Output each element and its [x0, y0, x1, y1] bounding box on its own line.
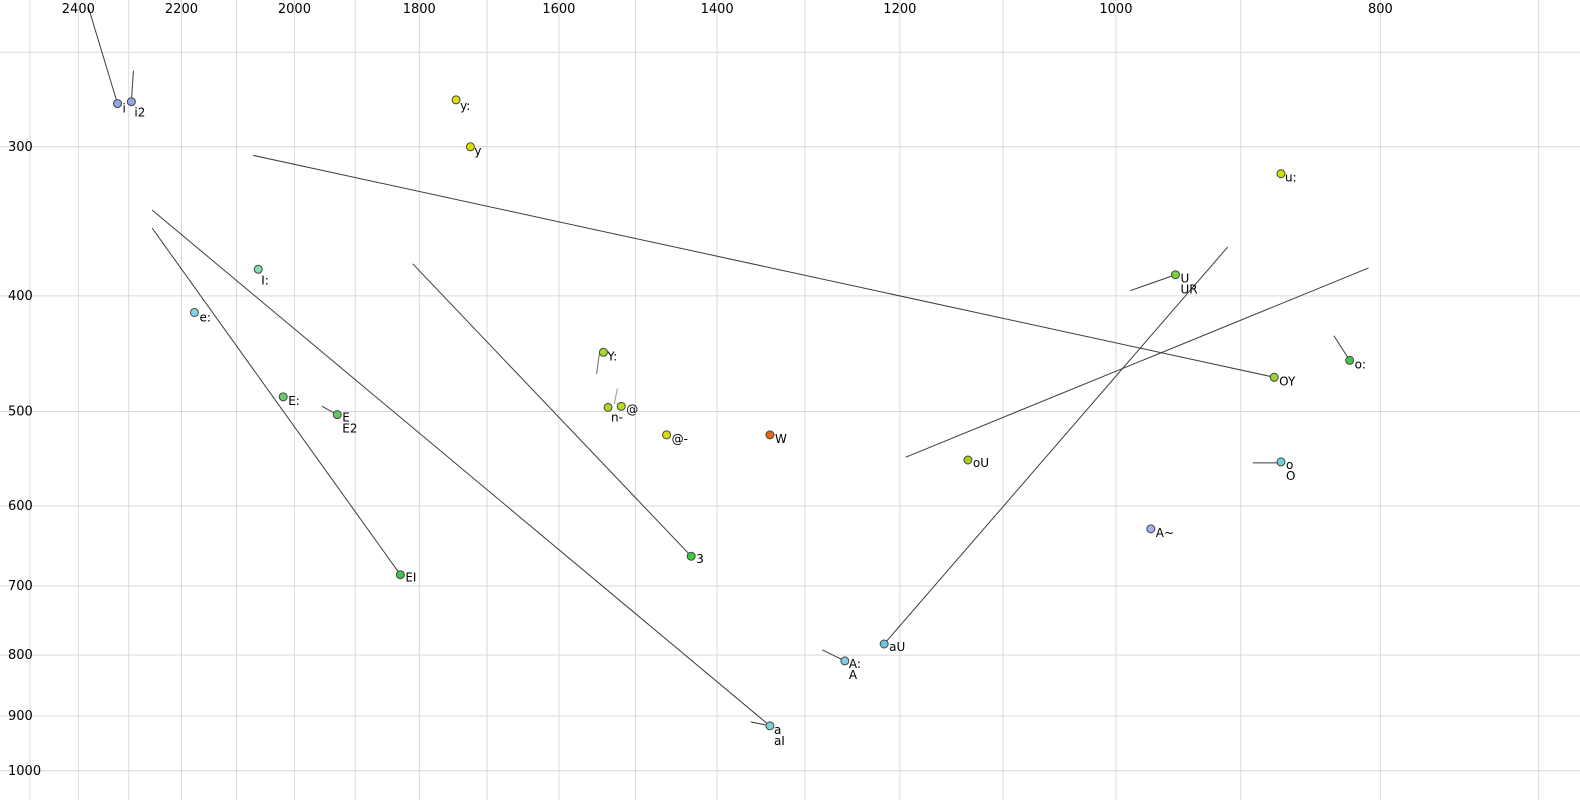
axis-tick-labels-layer: 2400 2200 2000 1800 1600 1400 1200 1000 800 300 40…	[8, 2, 1393, 779]
vowel-point-label: o	[1286, 458, 1293, 472]
trajectory-line	[883, 246, 1229, 645]
vowel-point-label: A~	[1156, 526, 1174, 540]
x-tick-label: 1000	[1099, 2, 1132, 17]
x-tick-label: 1600	[542, 2, 575, 17]
trajectory-line	[1130, 274, 1176, 292]
vowel-point-label: Y:	[606, 349, 617, 363]
vowel-point-label: aU	[889, 640, 905, 654]
vowel-point-label: a	[774, 723, 781, 737]
y-tick-label: 500	[8, 405, 33, 420]
trajectory-line	[151, 227, 401, 575]
x-tick-label: 2000	[278, 2, 311, 17]
vowel-point-label: 3	[696, 552, 704, 566]
vowel-point-label: oU	[973, 456, 989, 470]
vowel-point-E[interactable]	[332, 410, 342, 420]
vowel-point-label: I:	[261, 273, 269, 287]
x-tick-label: 800	[1368, 2, 1393, 17]
vowel-point-y:[interactable]	[451, 95, 461, 105]
vowel-point-label: y	[474, 144, 481, 158]
vowel-point-OY[interactable]	[1269, 372, 1279, 382]
vowel-point-3[interactable]	[686, 551, 696, 561]
vowel-point-U[interactable]	[1170, 270, 1180, 280]
vowel-point-e:[interactable]	[189, 307, 199, 317]
vowel-point-label: EI	[405, 571, 416, 585]
y-tick-label: 400	[8, 289, 33, 304]
y-tick-label: 1000	[8, 764, 41, 779]
y-tick-label: 800	[8, 648, 33, 663]
vowel-point-A~[interactable]	[1146, 524, 1156, 534]
x-tick-label: 1400	[701, 2, 734, 17]
vowel-point-label: @	[626, 402, 638, 416]
vowel-point-label: U	[1180, 272, 1189, 286]
trajectory-line	[412, 263, 692, 557]
vowel-point-label: i	[122, 102, 125, 116]
vowel-point-u:[interactable]	[1276, 169, 1286, 179]
x-tick-label: 1200	[883, 2, 916, 17]
trajectory-line	[905, 267, 1369, 458]
x-tick-label: 2200	[165, 2, 198, 17]
vowel-point-label: u:	[1285, 171, 1297, 185]
vowel-point-label: y:	[460, 99, 470, 113]
vowel-point-label: i2	[134, 106, 145, 120]
trajectory-line	[613, 388, 618, 405]
trajectory-line	[252, 154, 1275, 378]
vowel-point-o[interactable]	[1276, 457, 1286, 467]
vowel-point-I:[interactable]	[253, 264, 263, 274]
vowel-point-label: o:	[1355, 357, 1366, 371]
trajectory-line	[87, 6, 118, 104]
vowel-point-label: E	[342, 411, 350, 425]
vowel-point-i[interactable]	[112, 99, 122, 109]
vowel-point-@[interactable]	[616, 401, 626, 411]
vowel-point-E:[interactable]	[278, 392, 288, 402]
vowel-point-label: A:	[849, 657, 861, 671]
vowel-point-label: O	[1286, 469, 1295, 483]
y-tick-label: 700	[8, 579, 33, 594]
vowel-point-label: OY	[1279, 374, 1296, 388]
vowel-point-a[interactable]	[765, 721, 775, 731]
vowel-point-n-[interactable]	[603, 402, 613, 412]
vowel-point-label: e:	[199, 310, 210, 324]
vowel-point-y[interactable]	[465, 142, 475, 152]
point-labels-layer: i i2 y: y u: I: e: UUR Y: o: OY E: EE2 n-@ @- WoU oO A~ 3 E…	[122, 99, 1366, 748]
trajectory-lines-layer	[87, 6, 1369, 727]
y-tick-label: 300	[8, 140, 33, 155]
y-tick-label: 900	[8, 709, 33, 724]
vowel-point-oU[interactable]	[963, 455, 973, 465]
vowel-point-label: E2	[342, 422, 357, 436]
vowel-point-label: n-	[611, 410, 623, 424]
vowel-point-i2[interactable]	[126, 97, 136, 107]
vowel-point-label: A	[849, 668, 858, 682]
vowel-point-label: W	[775, 432, 787, 446]
vowel-points-layer	[112, 95, 1355, 731]
vowel-point-EI[interactable]	[395, 570, 405, 580]
vowel-point-Y:[interactable]	[598, 347, 608, 357]
vowel-point-label: UR	[1180, 283, 1197, 297]
trajectory-line	[130, 70, 134, 102]
y-tick-label: 600	[8, 499, 33, 514]
vowel-point-aU[interactable]	[879, 639, 889, 649]
vowel-point-o:[interactable]	[1345, 355, 1355, 365]
x-tick-label: 2400	[62, 2, 95, 17]
vowel-point-@-[interactable]	[662, 430, 672, 440]
x-tick-label: 1800	[403, 2, 436, 17]
vowel-point-label: @-	[672, 432, 688, 446]
trajectory-line	[1333, 335, 1351, 361]
trajectory-line	[596, 352, 601, 375]
vowel-point-W[interactable]	[765, 430, 775, 440]
trajectory-line	[151, 209, 771, 727]
vowel-point-A:[interactable]	[840, 656, 850, 666]
vowel-point-label: E:	[288, 394, 300, 408]
vowel-point-label: aI	[774, 734, 785, 748]
